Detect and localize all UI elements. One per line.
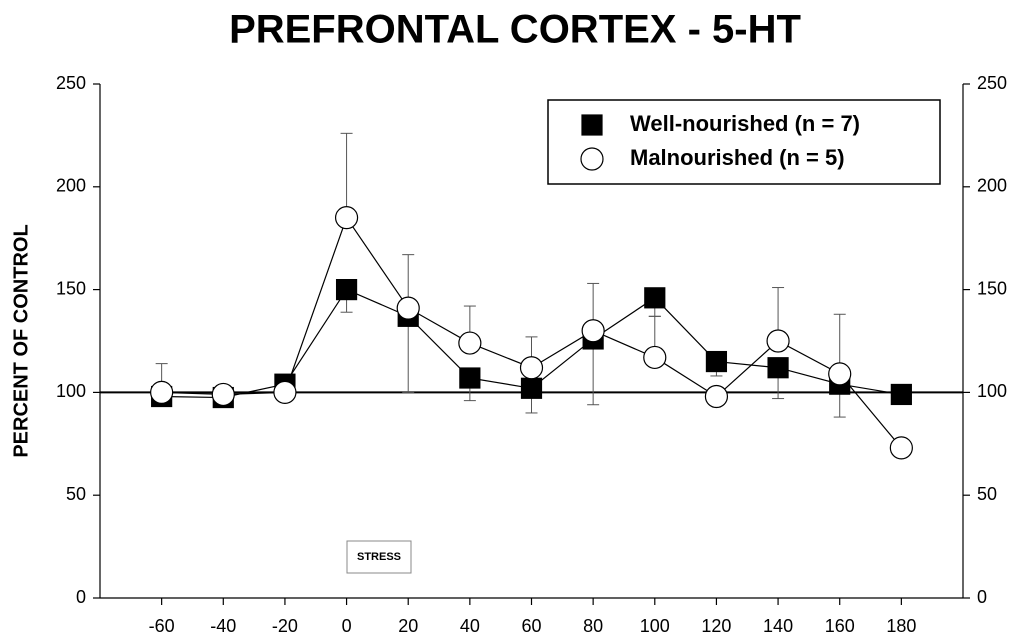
y2-tick-label: 0 [977, 587, 987, 607]
x-tick-label: 0 [342, 616, 352, 636]
marker [273, 380, 297, 404]
chart-title: PREFRONTAL CORTEX - 5-HT [229, 8, 801, 52]
x-tick-label: -20 [272, 616, 298, 636]
x-tick-label: 60 [521, 616, 541, 636]
y-tick-label: 50 [66, 484, 86, 504]
marker [828, 362, 852, 386]
marker [334, 206, 359, 230]
y-axis-label: PERCENT OF CONTROL [10, 224, 32, 457]
marker [766, 329, 790, 353]
x-tick-label: 120 [701, 616, 731, 636]
x-tick-label: 180 [886, 616, 916, 636]
marker [459, 367, 481, 389]
y-tick-label: 100 [56, 381, 86, 401]
y2-tick-label: 250 [977, 73, 1007, 93]
annotation-box [346, 540, 412, 574]
error-bar [340, 132, 353, 218]
y2-tick-label: 50 [977, 484, 997, 504]
marker [211, 382, 235, 407]
error-bar [587, 338, 600, 406]
x-tick-label: 140 [763, 616, 793, 636]
marker [644, 287, 666, 309]
legend-label: Well-nourished (n = 7) [630, 111, 860, 136]
x-tick-label: 40 [460, 616, 480, 636]
x-tick-label: -60 [149, 616, 175, 636]
marker [889, 436, 913, 460]
x-tick-label: 20 [398, 616, 418, 636]
y-tick-label: 250 [56, 73, 86, 93]
y-tick-label: 150 [56, 278, 86, 298]
marker [150, 380, 174, 404]
marker [581, 319, 605, 343]
marker [581, 114, 603, 136]
x-tick-label: -40 [210, 616, 236, 636]
y2-tick-label: 100 [977, 381, 1007, 401]
marker [458, 331, 482, 355]
y2-tick-label: 150 [977, 278, 1007, 298]
annotation: STRESS [357, 551, 401, 563]
marker [580, 147, 604, 171]
marker [890, 383, 912, 406]
x-tick-label: 80 [583, 616, 603, 636]
x-tick-label: 160 [825, 616, 855, 636]
error-bar [402, 316, 415, 393]
y-tick-label: 200 [56, 176, 86, 196]
legend-box [547, 99, 941, 185]
marker [335, 279, 358, 301]
marker [705, 350, 728, 373]
marker [520, 377, 543, 399]
y2-tick-label: 200 [977, 176, 1007, 196]
marker [519, 356, 544, 380]
marker [643, 345, 667, 370]
x-tick-label: 100 [640, 616, 670, 636]
legend-label: Malnourished (n = 5) [630, 145, 845, 170]
marker [396, 296, 420, 320]
marker [767, 357, 789, 379]
y-tick-label: 0 [76, 587, 86, 607]
marker [704, 384, 729, 409]
